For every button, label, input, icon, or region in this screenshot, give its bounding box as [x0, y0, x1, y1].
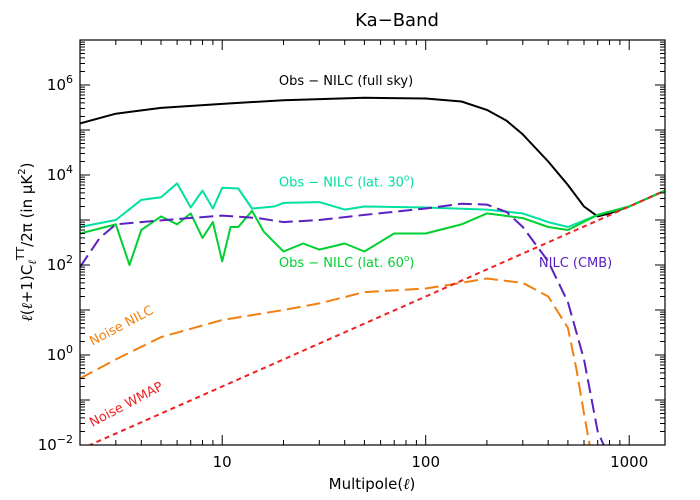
series-line-2	[80, 189, 665, 266]
annotation-layer: Obs − NILC (full sky) Obs − NILC (lat. 30…	[87, 74, 612, 431]
series-line-1	[80, 182, 665, 228]
annotation-0: Obs − NILC (full sky)	[279, 74, 413, 89]
tick-layer: 10 100 1000 10−2 100 102 104 106	[38, 40, 665, 471]
y-tick-label: 104	[47, 163, 73, 184]
x-tick-label: 1000	[610, 453, 648, 471]
series-line-4	[80, 277, 591, 445]
annotation-4: Noise NILC	[87, 303, 156, 349]
annotation-3: NILC (CMB)	[539, 256, 612, 271]
annotation-1: Obs − NILC (lat. 30o)	[279, 174, 415, 191]
y-tick-label: 100	[47, 343, 73, 364]
series-line-3	[80, 202, 605, 445]
series-line-5	[87, 189, 665, 445]
x-tick-label: 100	[411, 453, 440, 471]
x-axis-label: Multipole(ℓ)	[329, 475, 416, 493]
y-tick-label: 10−2	[38, 433, 73, 454]
annotation-2: Obs − NILC (lat. 60o)	[279, 254, 415, 271]
y-tick-label: 102	[47, 253, 73, 274]
annotation-5: Noise WMAP	[87, 379, 166, 430]
series-line-0	[80, 96, 665, 218]
plot-frame	[79, 39, 666, 446]
series-layer	[80, 96, 665, 445]
y-tick-label: 106	[47, 73, 73, 94]
y-axis-label: ℓ(ℓ+1)CℓTT/2π (in μK2)	[14, 163, 39, 322]
x-tick-label: 10	[213, 453, 232, 471]
chart-title: Ka−Band	[355, 10, 439, 31]
